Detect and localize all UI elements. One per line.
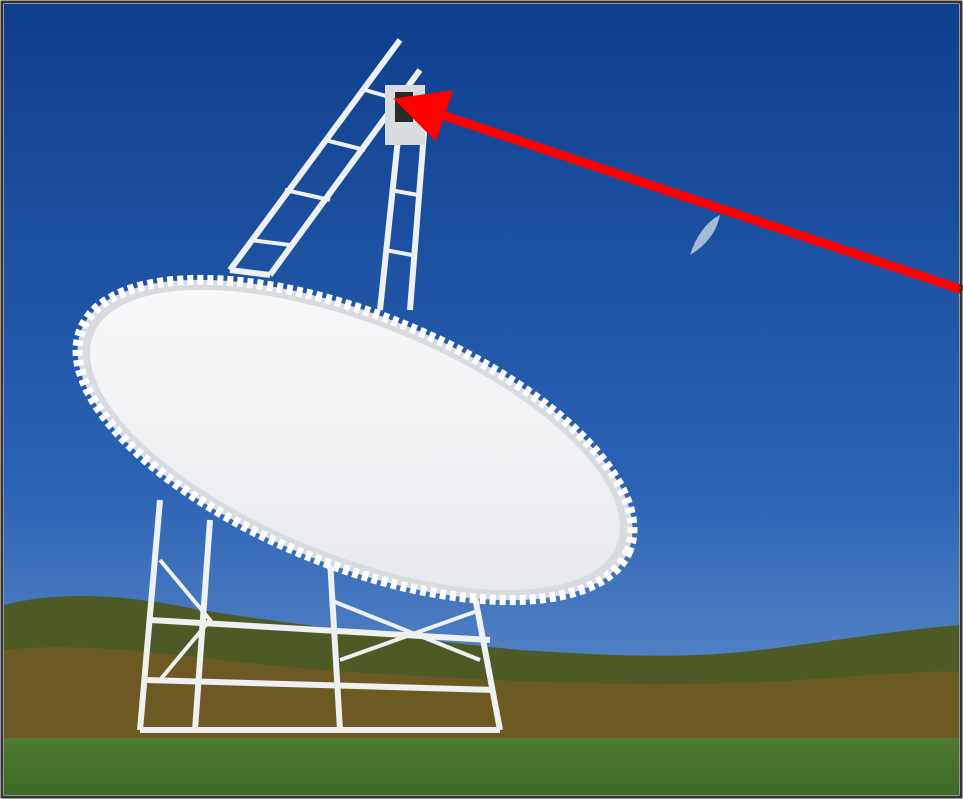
receiver [395, 92, 413, 122]
scene [2, 2, 963, 797]
grass [4, 738, 959, 795]
photo [0, 0, 963, 799]
